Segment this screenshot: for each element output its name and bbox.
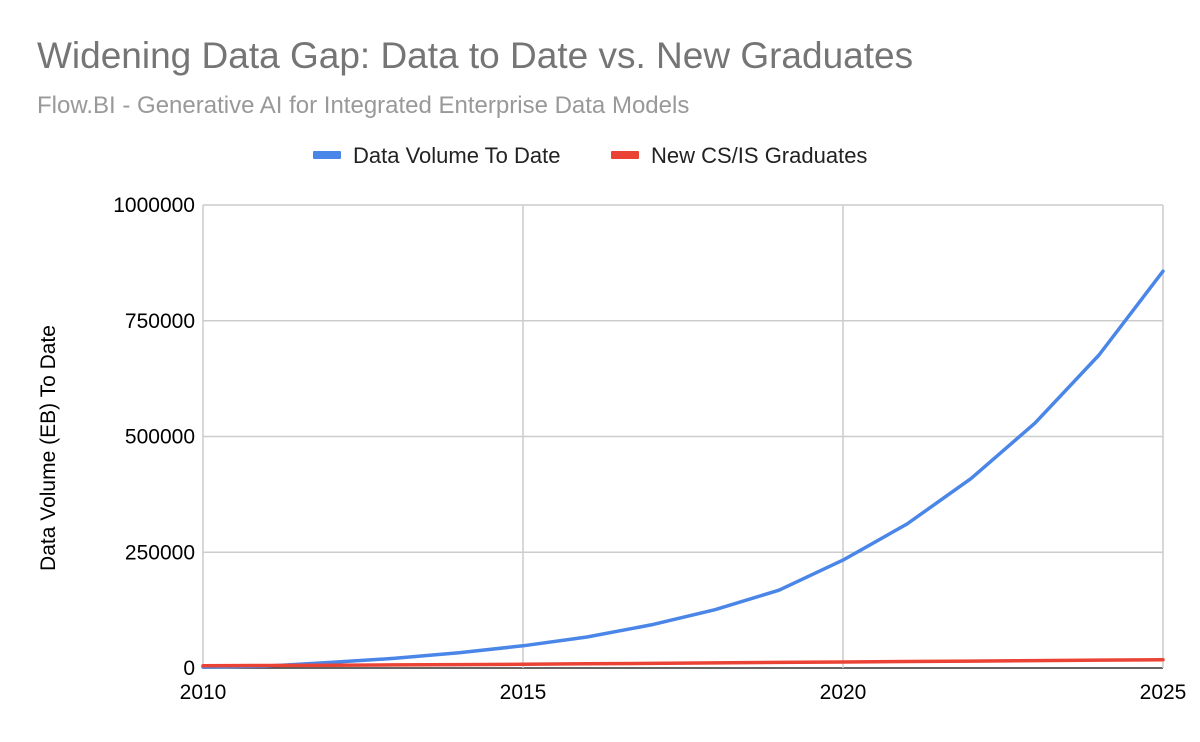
legend-label-data-volume: Data Volume To Date bbox=[353, 143, 561, 168]
legend-label-new-graduates: New CS/IS Graduates bbox=[651, 143, 867, 168]
y-tick-label: 1000000 bbox=[113, 194, 195, 217]
x-tick-label: 2010 bbox=[180, 681, 227, 704]
legend-swatch-new-graduates bbox=[611, 151, 639, 159]
series-line-data-volume[interactable] bbox=[201, 269, 1165, 669]
x-tick-label: 2020 bbox=[820, 681, 867, 704]
x-tick-label: 2015 bbox=[500, 681, 547, 704]
x-tick-label: 2025 bbox=[1140, 681, 1187, 704]
y-axis-label: Data Volume (EB) To Date bbox=[37, 325, 60, 571]
chart-subtitle: Flow.BI - Generative AI for Integrated E… bbox=[37, 92, 689, 119]
y-tick-label: 500000 bbox=[125, 426, 195, 449]
legend-item-new-graduates[interactable]: New CS/IS Graduates bbox=[611, 143, 867, 168]
gridlines bbox=[202, 204, 1164, 669]
series-lines bbox=[201, 269, 1165, 669]
legend-item-data-volume[interactable]: Data Volume To Date bbox=[313, 143, 561, 168]
y-tick-label: 750000 bbox=[125, 310, 195, 333]
y-tick-label: 250000 bbox=[125, 541, 195, 564]
plot-area: 0 250000 500000 750000 1000000 2010 2015 2020 20… bbox=[113, 194, 1186, 704]
tick-labels: 0 250000 500000 750000 1000000 2010 2015 2020 20… bbox=[113, 194, 1186, 704]
chart-title: Widening Data Gap: Data to Date vs. New … bbox=[37, 35, 913, 76]
legend: Data Volume To Date New CS/IS Graduates bbox=[313, 143, 867, 168]
legend-swatch-data-volume bbox=[313, 151, 341, 159]
series-line-new-graduates[interactable] bbox=[201, 657, 1165, 668]
y-tick-label: 0 bbox=[183, 657, 195, 680]
